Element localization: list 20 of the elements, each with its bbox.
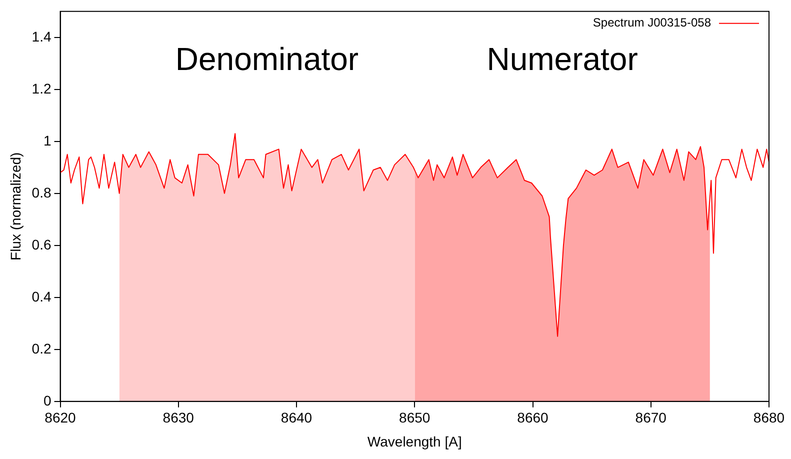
band-label: Numerator [486, 41, 638, 78]
band-label: Denominator [175, 41, 359, 78]
x-tick-label: 8640 [280, 410, 312, 426]
x-tick-label: 8650 [399, 410, 430, 426]
y-tick-label: 0.8 [32, 184, 52, 200]
y-tick-label: 1.4 [32, 28, 52, 44]
x-tick-label: 8620 [44, 410, 76, 426]
x-tick-label: 8670 [635, 410, 667, 426]
y-tick-label: 1.2 [32, 80, 52, 96]
x-tick-label: 8660 [517, 410, 549, 426]
y-axis-title: Flux (normalized) [7, 152, 24, 260]
x-tick-label: 8680 [753, 410, 785, 426]
y-tick-label: 1 [43, 132, 52, 148]
legend-label: Spectrum J00315-058 [592, 16, 712, 30]
y-tick-label: 0.4 [32, 288, 52, 304]
y-tick-label: 0 [43, 392, 52, 408]
y-tick-label: 0.6 [32, 236, 52, 252]
x-tick-label: 8630 [162, 410, 194, 426]
y-tick-label: 0.2 [32, 340, 52, 356]
x-axis-title: Wavelength [A] [367, 433, 462, 450]
